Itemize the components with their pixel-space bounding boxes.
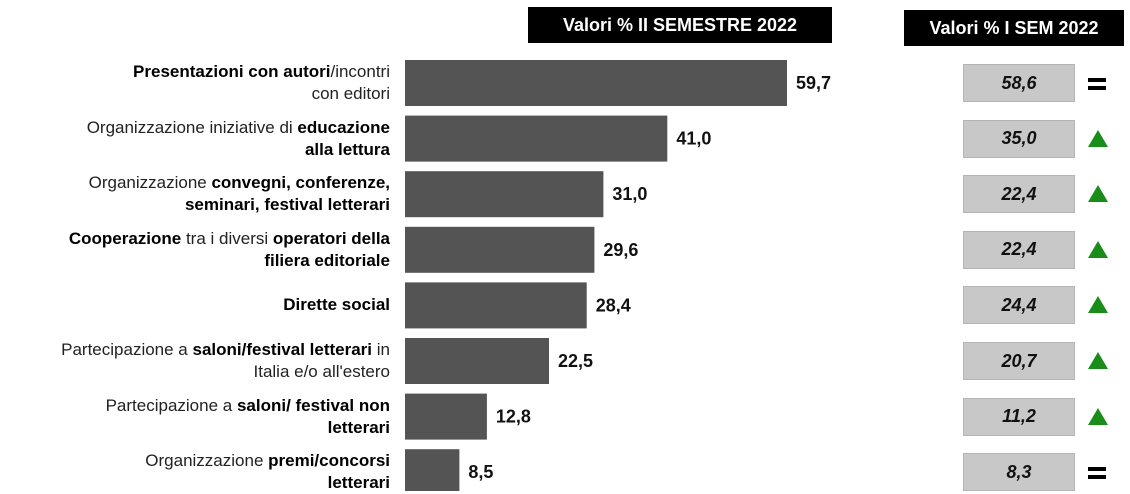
value-label-4: 28,4	[596, 295, 631, 315]
equals-icon	[1086, 463, 1108, 483]
category-label-part: Organizzazione iniziative di	[86, 117, 298, 137]
category-label-3: Cooperazione tra i diversi operatori del…	[0, 228, 390, 272]
value-label-3: 29,6	[603, 240, 638, 260]
value-label-7: 8,5	[468, 462, 493, 482]
category-label-part: tra i diversi	[181, 228, 273, 248]
previous-value-box-6: 11,2	[963, 397, 1075, 436]
triangle-up-icon	[1088, 296, 1108, 314]
category-label-5: Partecipazione a saloni/festival lettera…	[0, 339, 390, 383]
bar-5	[405, 338, 549, 384]
previous-value-text: 20,7	[1001, 350, 1037, 371]
category-label-part: Organizzazione	[88, 173, 212, 193]
category-label-part: letterari	[327, 473, 390, 493]
previous-semester-header-text: Valori % I SEM 2022	[929, 17, 1099, 38]
category-label-part: premi/concorsi	[268, 451, 390, 471]
value-label-6: 12,8	[496, 407, 531, 427]
category-label-part: saloni/ festival non	[236, 395, 390, 415]
category-label-part: Organizzazione	[145, 451, 269, 471]
previous-value-text: 35,0	[1001, 128, 1037, 149]
previous-value-box-5: 20,7	[963, 342, 1075, 380]
previous-value-text: 24,4	[1001, 294, 1037, 315]
previous-semester-header: Valori % I SEM 2022	[904, 10, 1124, 46]
category-label-part: filiera editoriale	[264, 250, 390, 270]
value-label-0: 59,7	[796, 73, 831, 93]
previous-value-box-7: 8,3	[963, 453, 1075, 492]
bar-3	[405, 226, 595, 273]
previous-value-text: 58,6	[1001, 72, 1037, 93]
category-label-2: Organizzazione convegni, conferenze, semi…	[0, 172, 390, 216]
triangle-up-icon	[1088, 352, 1108, 369]
value-label-1: 41,0	[676, 129, 711, 149]
category-label-4: Dirette social	[0, 294, 390, 316]
triangle-up-icon	[1088, 129, 1108, 147]
previous-value-box-0: 58,6	[963, 64, 1075, 102]
triangle-up-icon	[1088, 240, 1108, 258]
value-label-2: 31,0	[612, 184, 647, 204]
category-label-part: letterari	[327, 417, 390, 437]
current-semester-header-text: Valori % II SEMESTRE 2022	[562, 14, 798, 35]
category-label-0: Presentazioni con autori/incontri con edi…	[0, 61, 390, 105]
category-label-part: Partecipazione a	[61, 340, 193, 359]
category-label-part: Cooperazione	[68, 228, 182, 248]
previous-value-box-3: 22,4	[963, 230, 1075, 269]
previous-value-text: 22,4	[1001, 183, 1037, 204]
category-label-part: Partecipazione a	[105, 395, 237, 415]
category-label-part: con editori	[311, 84, 390, 103]
category-label-6: Partecipazione a saloni/ festival non let…	[0, 395, 390, 439]
category-label-part: convegni, conferenze,	[211, 173, 390, 193]
previous-value-box-4: 24,4	[963, 286, 1075, 325]
previous-value-text: 11,2	[1002, 406, 1036, 427]
category-label-part: operatori della	[272, 228, 390, 248]
category-label-part: seminari, festival letterari	[184, 195, 390, 215]
category-label-7: Organizzazione premi/concorsi letterari	[0, 450, 390, 494]
previous-value-text: 8,3	[1006, 461, 1032, 482]
current-semester-header: Valori % II SEMESTRE 2022	[528, 7, 832, 43]
category-label-part: Italia e/o all'estero	[253, 362, 391, 381]
category-label-1: Organizzazione iniziative di educazione a…	[0, 117, 390, 161]
category-label-part: educazione	[297, 117, 390, 137]
category-label-part: in	[372, 340, 390, 359]
previous-value-box-2: 22,4	[963, 175, 1075, 214]
equals-icon	[1086, 74, 1108, 94]
bar-0	[405, 60, 787, 106]
bar-2	[405, 171, 604, 218]
bar-4	[405, 282, 587, 329]
category-label-part: Dirette social	[283, 295, 390, 315]
triangle-up-icon	[1088, 185, 1108, 203]
previous-value-text: 22,4	[1001, 239, 1037, 260]
category-label-part: alla lettura	[304, 139, 390, 159]
previous-value-box-1: 35,0	[963, 119, 1075, 158]
category-label-part: /incontri	[330, 62, 390, 81]
bar-7	[405, 449, 460, 491]
category-label-part: saloni/festival letterari	[192, 340, 373, 359]
bar-6	[405, 393, 487, 440]
bar-1	[405, 115, 668, 162]
triangle-up-icon	[1088, 407, 1108, 425]
category-label-part: Presentazioni con autori	[133, 62, 331, 81]
value-label-5: 22,5	[558, 351, 593, 371]
